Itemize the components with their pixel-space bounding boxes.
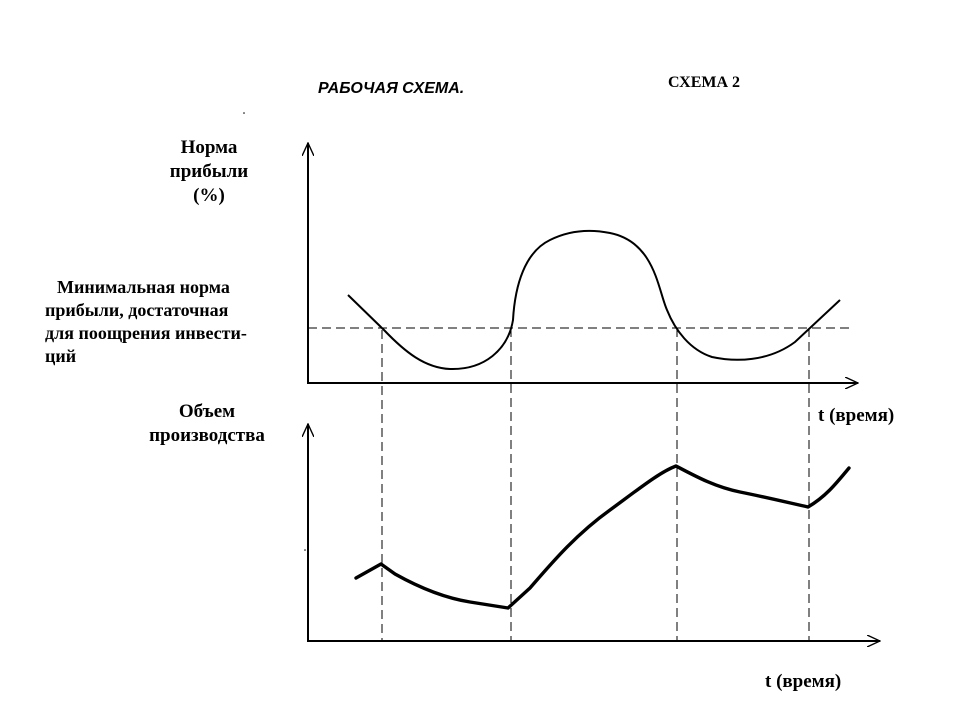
profit-rate-curve <box>347 229 841 371</box>
profit-rate-axis-label: Норма прибыли (%) <box>150 136 268 208</box>
threshold-label-line: прибыли, достаточная <box>45 300 229 320</box>
profit-rate-axis-label-line: Норма <box>180 137 238 158</box>
profit-rate-axis-label-line: (%) <box>193 185 225 206</box>
threshold-label-line: ций <box>45 346 77 366</box>
production-volume-curve <box>354 464 851 610</box>
scan-mark <box>304 549 306 551</box>
production-volume-axis-label-line: производства <box>149 425 265 446</box>
threshold-label-line: Минимальная норма <box>57 277 230 297</box>
threshold-label-line: для поощрения инвести- <box>45 323 247 343</box>
top-time-axis-label: t (время) <box>818 405 895 426</box>
threshold-label: Минимальная норма прибыли, достаточная д… <box>45 276 285 368</box>
profit-rate-axis-label-line: прибыли <box>169 161 249 182</box>
bottom-time-axis-label: t (время) <box>765 671 842 692</box>
page-title: РАБОЧАЯ СХЕМА. <box>318 80 465 97</box>
production-volume-axis-label-line: Объем <box>178 401 236 422</box>
production-volume-axis-label: Объем производства <box>138 400 276 448</box>
scheme-label: СХЕМА 2 <box>668 74 741 91</box>
scan-mark <box>243 112 245 114</box>
